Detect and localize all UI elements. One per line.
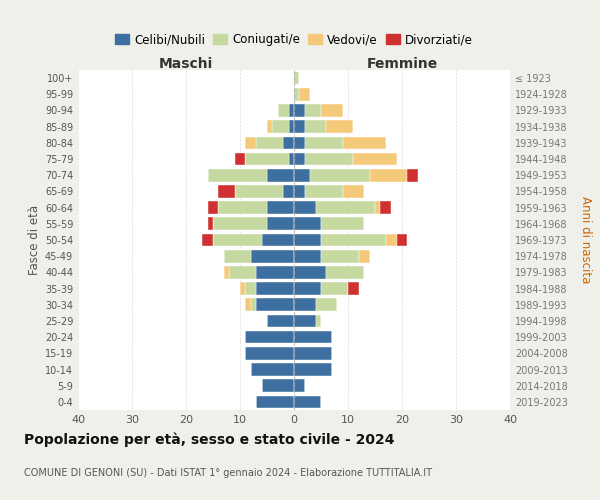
Text: Popolazione per età, sesso e stato civile - 2024: Popolazione per età, sesso e stato civil…	[24, 432, 395, 447]
Bar	[289, 152, 294, 166]
Bar	[251, 250, 294, 262]
Bar	[202, 234, 213, 246]
Bar	[316, 202, 375, 214]
Bar	[370, 169, 407, 181]
Bar	[224, 250, 251, 262]
Bar	[343, 185, 364, 198]
Bar	[267, 120, 272, 133]
Bar	[359, 250, 370, 262]
Bar	[218, 185, 235, 198]
Bar	[397, 234, 407, 246]
Text: Maschi: Maschi	[159, 57, 213, 71]
Bar	[348, 282, 359, 295]
Bar	[353, 152, 397, 166]
Bar	[294, 380, 305, 392]
Bar	[343, 136, 386, 149]
Bar	[240, 282, 245, 295]
Bar	[294, 266, 326, 278]
Bar	[289, 120, 294, 133]
Bar	[245, 282, 256, 295]
Bar	[208, 202, 218, 214]
Bar	[267, 314, 294, 328]
Bar	[305, 185, 343, 198]
Bar	[218, 202, 267, 214]
Bar	[375, 202, 380, 214]
Bar	[256, 396, 294, 408]
Bar	[294, 72, 299, 85]
Bar	[256, 136, 283, 149]
Bar	[299, 88, 310, 101]
Bar	[321, 218, 364, 230]
Bar	[305, 120, 326, 133]
Bar	[294, 331, 332, 344]
Bar	[251, 363, 294, 376]
Legend: Celibi/Nubili, Coniugati/e, Vedovi/e, Divorziati/e: Celibi/Nubili, Coniugati/e, Vedovi/e, Di…	[110, 28, 478, 50]
Bar	[294, 298, 316, 311]
Bar	[316, 314, 321, 328]
Bar	[283, 136, 294, 149]
Bar	[294, 218, 321, 230]
Bar	[235, 185, 283, 198]
Bar	[278, 104, 289, 117]
Bar	[321, 282, 348, 295]
Bar	[294, 396, 321, 408]
Bar	[245, 347, 294, 360]
Bar	[245, 331, 294, 344]
Bar	[208, 218, 213, 230]
Bar	[224, 266, 229, 278]
Bar	[294, 250, 321, 262]
Bar	[407, 169, 418, 181]
Bar	[294, 152, 305, 166]
Text: COMUNE DI GENONI (SU) - Dati ISTAT 1° gennaio 2024 - Elaborazione TUTTITALIA.IT: COMUNE DI GENONI (SU) - Dati ISTAT 1° ge…	[24, 468, 432, 477]
Bar	[245, 152, 289, 166]
Bar	[283, 185, 294, 198]
Bar	[321, 104, 343, 117]
Bar	[294, 347, 332, 360]
Bar	[294, 234, 321, 246]
Bar	[294, 363, 332, 376]
Bar	[305, 104, 321, 117]
Bar	[245, 298, 251, 311]
Bar	[267, 202, 294, 214]
Bar	[305, 136, 343, 149]
Bar	[294, 282, 321, 295]
Bar	[294, 120, 305, 133]
Bar	[326, 120, 353, 133]
Text: Femmine: Femmine	[367, 57, 437, 71]
Bar	[208, 169, 267, 181]
Bar	[251, 298, 256, 311]
Bar	[267, 218, 294, 230]
Bar	[294, 136, 305, 149]
Bar	[294, 169, 310, 181]
Bar	[235, 152, 245, 166]
Y-axis label: Anni di nascita: Anni di nascita	[579, 196, 592, 284]
Bar	[262, 380, 294, 392]
Bar	[310, 169, 370, 181]
Bar	[294, 314, 316, 328]
Bar	[256, 282, 294, 295]
Bar	[294, 202, 316, 214]
Bar	[386, 234, 397, 246]
Bar	[272, 120, 289, 133]
Bar	[294, 104, 305, 117]
Bar	[256, 298, 294, 311]
Bar	[229, 266, 256, 278]
Bar	[213, 218, 267, 230]
Bar	[305, 152, 353, 166]
Bar	[213, 234, 262, 246]
Bar	[289, 104, 294, 117]
Bar	[321, 250, 359, 262]
Bar	[380, 202, 391, 214]
Bar	[294, 185, 305, 198]
Bar	[321, 234, 386, 246]
Bar	[267, 169, 294, 181]
Bar	[245, 136, 256, 149]
Bar	[262, 234, 294, 246]
Bar	[294, 88, 299, 101]
Y-axis label: Fasce di età: Fasce di età	[28, 205, 41, 275]
Bar	[316, 298, 337, 311]
Bar	[326, 266, 364, 278]
Bar	[256, 266, 294, 278]
